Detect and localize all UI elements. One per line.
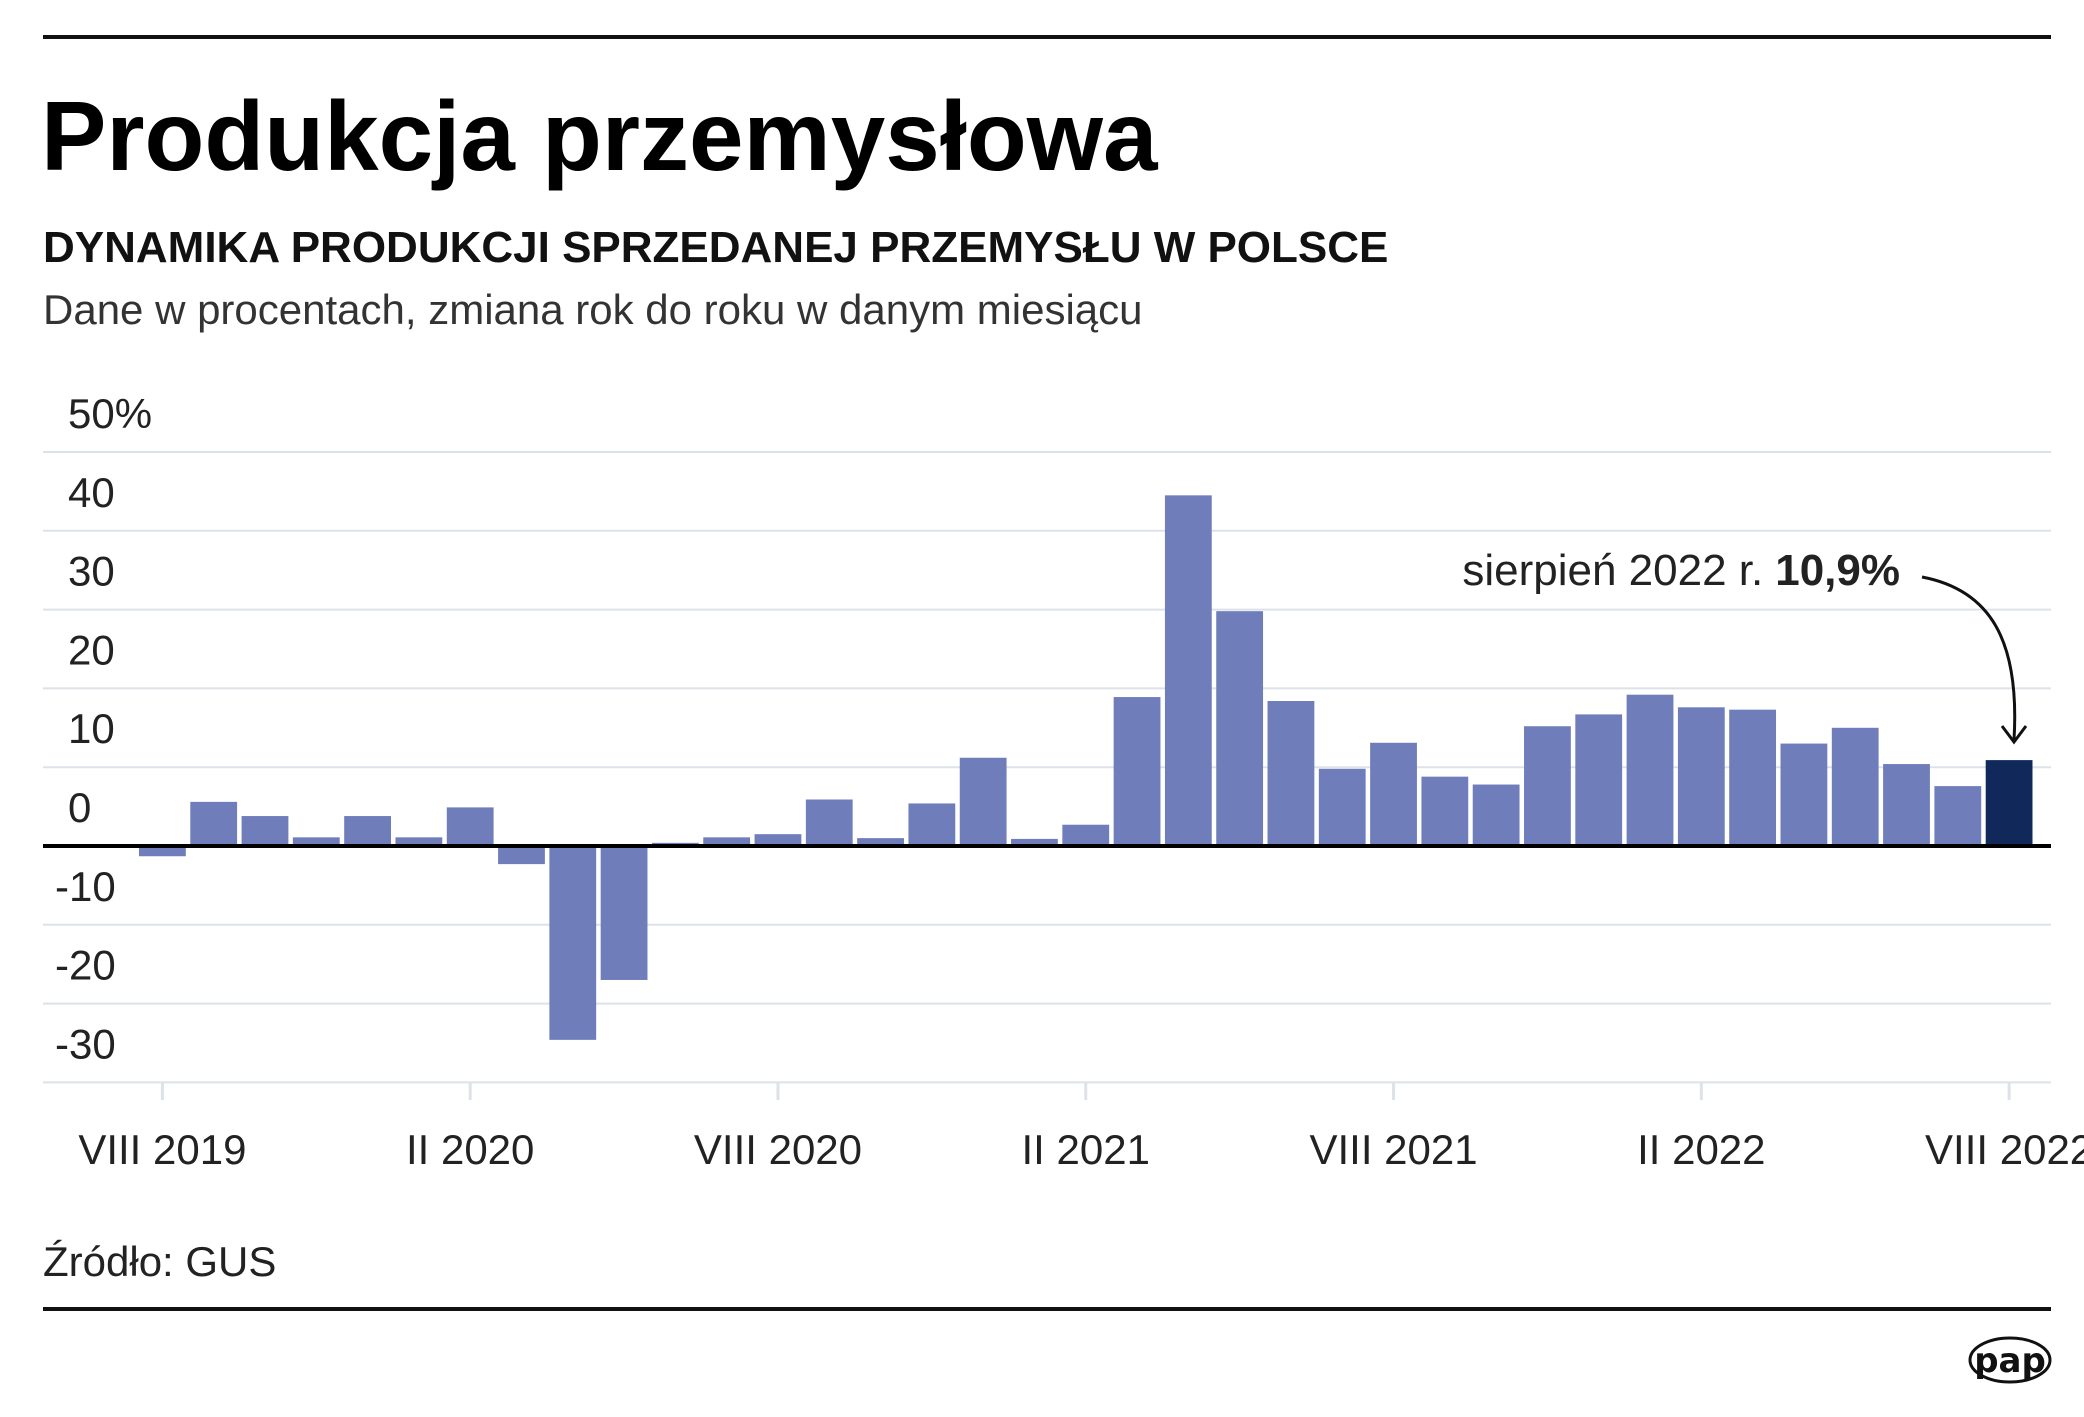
bar-v-2020: [600, 846, 648, 980]
bar-xii-2021: [1575, 714, 1623, 846]
bar-v-2022: [1831, 727, 1879, 846]
x-tick-label: VIII 2020: [694, 1126, 862, 1173]
bars: [139, 495, 2033, 1040]
gridlines: [43, 451, 2051, 1084]
bar-iii-2022: [1729, 709, 1777, 846]
bar-v-2021: [1216, 611, 1264, 846]
y-tick-label: -10: [55, 863, 116, 910]
bar-vii-2020: [703, 837, 751, 846]
chart-subtitle: DYNAMIKA PRODUKCJI SPRZEDANEJ PRZEMYSŁU …: [43, 223, 1388, 272]
bar-iv-2021: [1164, 495, 1212, 846]
bar-ii-2021: [1062, 824, 1110, 846]
pap-logo: pap: [1968, 1336, 2052, 1384]
bar-xi-2019: [292, 837, 340, 846]
bar-vii-2021: [1318, 768, 1366, 846]
bar-iii-2021: [1113, 697, 1161, 846]
bar-viii-2022: [1985, 760, 2033, 846]
bar-ix-2019: [190, 801, 238, 846]
svg-text:pap: pap: [1974, 1341, 2046, 1381]
bar-ii-2022: [1677, 707, 1725, 846]
y-tick-label: 50%: [68, 390, 152, 437]
bar-xi-2021: [1524, 726, 1571, 846]
bar-i-2020: [395, 837, 443, 846]
bar-xii-2020: [959, 757, 1007, 846]
bar-i-2022: [1626, 694, 1674, 846]
y-tick-label: 10: [68, 705, 115, 752]
bar-i-2021: [1011, 838, 1058, 846]
x-tick-label: VIII 2021: [1309, 1126, 1477, 1173]
bar-ii-2020: [446, 807, 494, 846]
x-tick-label: II 2022: [1637, 1126, 1765, 1173]
annotation-text: sierpień 2022 r. 10,9%: [1462, 546, 1900, 595]
x-tick-label: II 2021: [1022, 1126, 1150, 1173]
y-tick-label: -30: [55, 1020, 116, 1067]
chart-title: Produkcja przemysłowa: [41, 81, 1159, 191]
x-axis: VIII 2019 II 2020 VIII 2020 II 2021 VIII 202…: [78, 1082, 2084, 1173]
chart-description: Dane w procentach, zmiana rok do roku w …: [43, 286, 1143, 333]
bar-vi-2021: [1267, 701, 1315, 846]
y-tick-label: 40: [68, 469, 115, 516]
x-tick-label: VIII 2019: [78, 1126, 246, 1173]
y-tick-label: 0: [68, 784, 91, 831]
annotation-label: sierpień 2022 r.: [1462, 546, 1763, 595]
bar-iv-2020: [549, 846, 597, 1040]
bar-viii-2020: [754, 834, 802, 846]
bar-iii-2020: [498, 846, 545, 865]
x-tick-label: II 2020: [406, 1126, 534, 1173]
bar-xii-2019: [344, 816, 391, 846]
bar-x-2019: [241, 816, 289, 846]
annotation-value: 10,9%: [1775, 546, 1900, 595]
bar-x-2020: [857, 838, 904, 846]
y-tick-label: 30: [68, 548, 115, 595]
y-axis: 50% 40 30 20 10 0 -10 -20 -30: [55, 390, 152, 1067]
annotation: sierpień 2022 r. 10,9%: [1462, 546, 2028, 745]
source: Źródło: GUS: [43, 1238, 276, 1285]
bar-vi-2022: [1883, 764, 1930, 846]
bar-ix-2020: [805, 799, 853, 846]
bar-x-2021: [1472, 784, 1520, 846]
bar-vii-2022: [1934, 786, 1982, 846]
annotation-arrow: [1921, 575, 2017, 741]
bar-ix-2021: [1421, 776, 1469, 846]
bar-xi-2020: [908, 803, 956, 846]
y-tick-label: -20: [55, 942, 116, 989]
bar-viii-2019: [139, 846, 186, 857]
x-tick-label: VIII 2022: [1925, 1126, 2084, 1173]
bar-iv-2022: [1780, 743, 1828, 846]
y-tick-label: 20: [68, 626, 115, 673]
bar-viii-2021: [1370, 742, 1417, 846]
arrow-head-icon: [2000, 725, 2028, 745]
